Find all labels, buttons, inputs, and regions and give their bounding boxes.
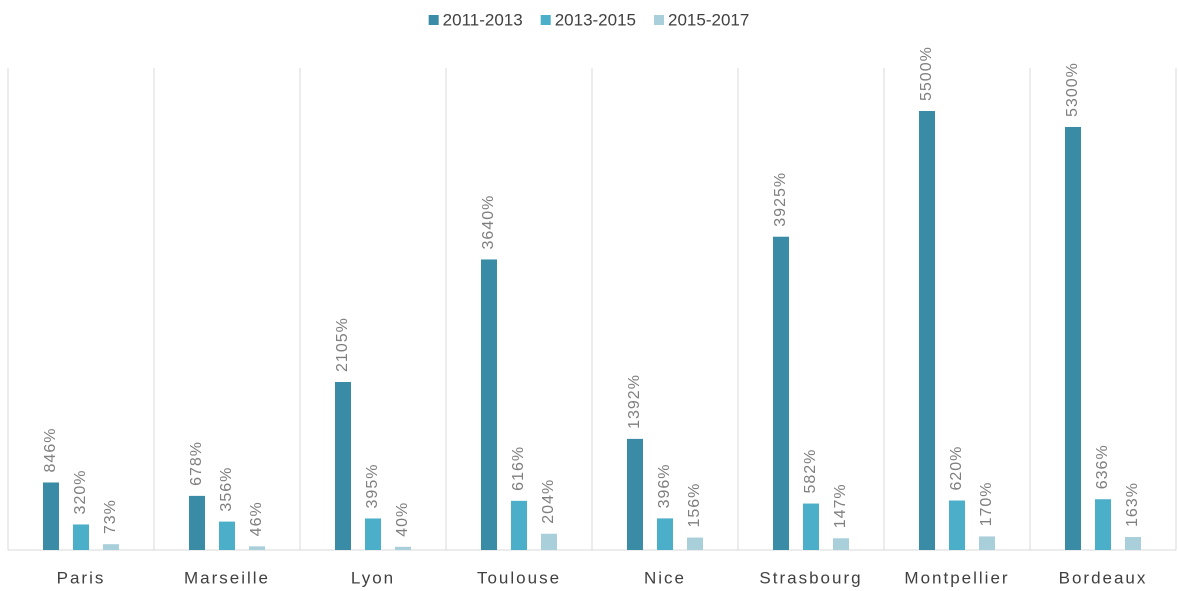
legend-swatch <box>540 15 551 25</box>
bar <box>657 518 673 550</box>
data-label: 616% <box>510 446 527 491</box>
bar <box>803 503 819 550</box>
data-label: 320% <box>72 470 89 515</box>
x-tick-label: Lyon <box>351 568 395 587</box>
bar <box>979 536 995 550</box>
data-label: 5500% <box>918 46 935 101</box>
x-tick-label: Toulouse <box>477 568 561 587</box>
x-tick-label: Marseille <box>184 568 270 587</box>
bar <box>365 518 381 550</box>
bar <box>1065 126 1081 551</box>
legend-label: 2013-2015 <box>555 10 636 29</box>
legend-swatch <box>428 15 439 25</box>
bar <box>335 381 351 550</box>
bar <box>219 521 235 550</box>
data-label: 46% <box>248 501 265 536</box>
data-label: 620% <box>948 446 965 491</box>
bar <box>833 538 849 550</box>
data-label: 3925% <box>772 172 789 227</box>
data-label: 395% <box>364 464 381 509</box>
data-label: 156% <box>686 483 703 528</box>
legend-swatch <box>654 15 665 25</box>
data-label: 73% <box>102 499 119 534</box>
legend-label: 2015-2017 <box>668 10 749 29</box>
data-label: 846% <box>42 428 59 473</box>
bar <box>103 544 119 550</box>
bar <box>773 236 789 551</box>
data-label: 163% <box>1124 482 1141 527</box>
bar <box>541 533 557 550</box>
x-tick-label: Bordeaux <box>1059 568 1148 587</box>
data-label: 2105% <box>334 317 351 372</box>
data-label: 3640% <box>480 195 497 250</box>
bar <box>481 259 497 550</box>
x-tick-label: Nice <box>644 568 686 587</box>
x-tick-label: Montpellier <box>904 568 1009 587</box>
bar <box>1125 536 1141 550</box>
data-label: 1392% <box>626 374 643 429</box>
bar <box>627 438 643 550</box>
bar <box>395 546 411 550</box>
data-label: 5300% <box>1064 62 1081 117</box>
data-label: 147% <box>832 483 849 528</box>
legend-label: 2011-2013 <box>443 10 523 29</box>
data-label: 582% <box>802 449 819 494</box>
bar <box>73 524 89 550</box>
bar <box>249 546 265 550</box>
data-label: 396% <box>656 463 673 508</box>
data-label: 204% <box>540 479 557 524</box>
bar <box>1095 499 1111 550</box>
data-label: 356% <box>218 467 235 512</box>
bar <box>189 495 205 550</box>
bar <box>687 537 703 550</box>
bar <box>43 482 59 550</box>
data-label: 40% <box>394 502 411 537</box>
data-label: 170% <box>978 482 995 527</box>
bar <box>511 500 527 550</box>
bar <box>949 500 965 550</box>
data-label: 678% <box>188 441 205 486</box>
data-label: 636% <box>1094 444 1111 489</box>
x-tick-label: Paris <box>57 568 106 587</box>
bar <box>919 111 935 550</box>
x-tick-label: Strasbourg <box>759 568 862 587</box>
